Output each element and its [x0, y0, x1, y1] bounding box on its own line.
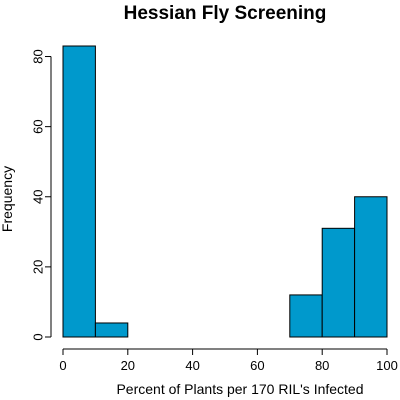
y-tick-label: 20 [31, 260, 46, 274]
x-tick-label: 40 [185, 358, 199, 373]
x-axis: 0 20 40 60 80 100 [59, 348, 398, 373]
x-tick-label: 0 [59, 358, 66, 373]
histogram-bar [354, 196, 388, 338]
y-tick-label: 80 [31, 49, 46, 63]
x-tick-label: 100 [376, 358, 398, 373]
histogram-bar [321, 227, 356, 338]
x-tick-label: 80 [315, 358, 329, 373]
y-tick-label: 40 [31, 190, 46, 204]
x-tick-label: 20 [121, 358, 135, 373]
y-tick-label: 60 [31, 119, 46, 133]
histogram-bar [62, 45, 96, 338]
bars-group [62, 45, 388, 338]
x-axis-label: Percent of Plants per 170 RIL's Infected [116, 381, 363, 397]
histogram-bar [94, 322, 129, 338]
y-axis-label: Frequency [0, 166, 15, 232]
x-tick-label: 60 [250, 358, 264, 373]
y-tick-label: 0 [31, 333, 46, 340]
y-axis: 0 20 40 60 80 [31, 49, 52, 341]
histogram-bar [289, 294, 323, 338]
chart-title: Hessian Fly Screening [124, 3, 327, 24]
